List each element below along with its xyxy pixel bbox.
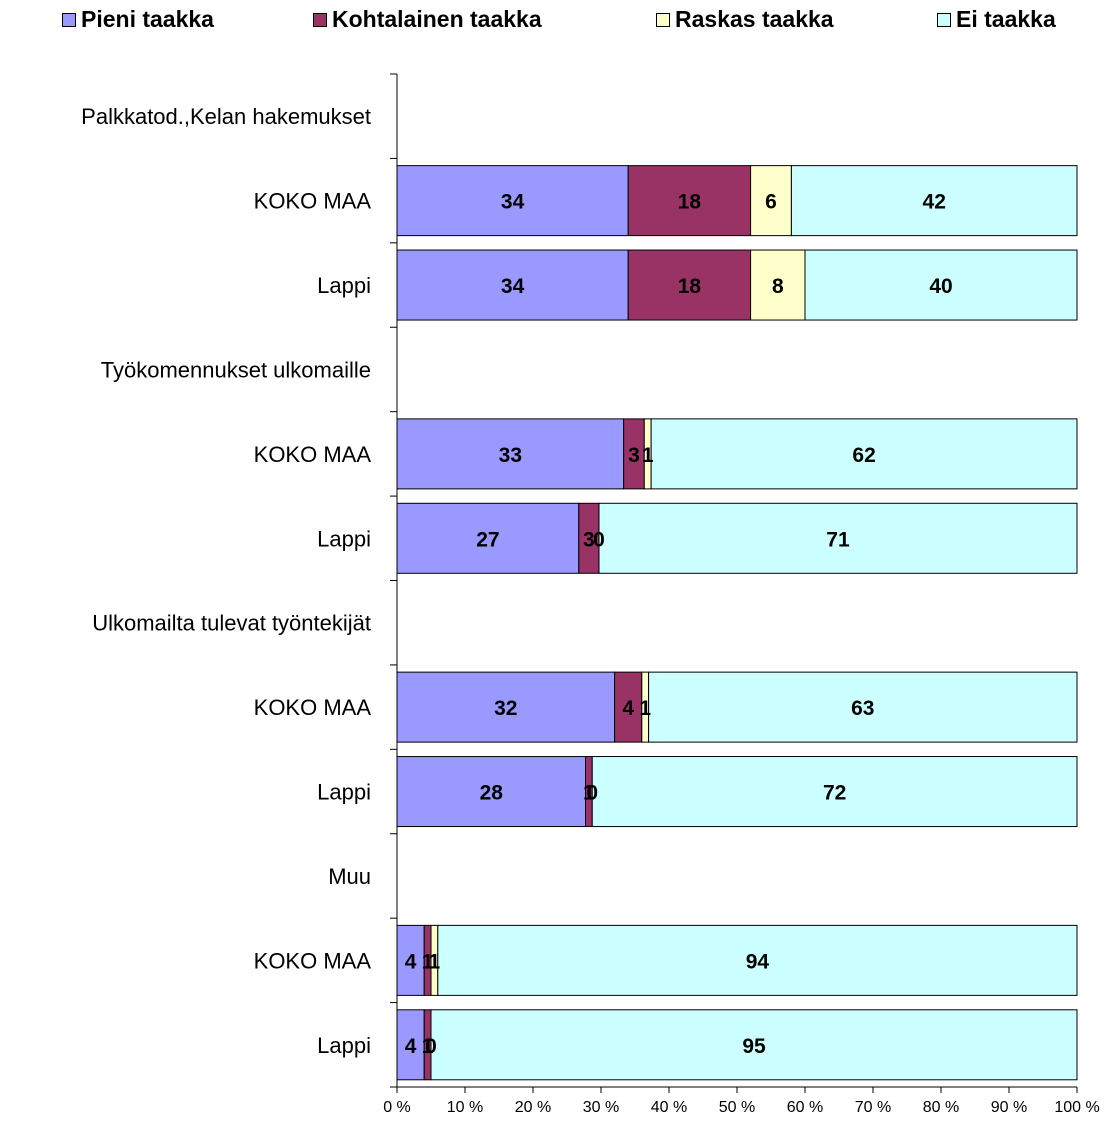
legend-item-pieni: Pieni taakka xyxy=(62,6,214,33)
bar-segment xyxy=(804,249,1078,321)
data-label: 34 xyxy=(501,191,525,214)
legend-item-ei: Ei taakka xyxy=(937,6,1056,33)
bar-segment xyxy=(396,502,580,574)
data-label: 8 xyxy=(772,275,784,298)
bar-segment xyxy=(598,502,1078,574)
bar-segment xyxy=(790,165,1078,237)
data-label: 42 xyxy=(923,191,946,214)
data-label: 71 xyxy=(826,528,850,551)
data-label: 18 xyxy=(678,275,702,298)
category-label: Työkomennukset ulkomaille xyxy=(101,357,371,382)
data-label: 72 xyxy=(823,782,846,805)
bar-segment xyxy=(750,249,806,321)
bar-segment xyxy=(627,249,752,321)
bar-segment xyxy=(430,1009,1078,1081)
x-tick-label: 20 % xyxy=(515,1099,551,1116)
category-label: Lappi xyxy=(317,1033,371,1058)
bar-segment xyxy=(396,165,629,237)
data-label: 40 xyxy=(929,275,952,298)
legend-label-kohtalainen: Kohtalainen taakka xyxy=(332,6,542,32)
data-label: 4 xyxy=(622,697,634,720)
legend-label-pieni: Pieni taakka xyxy=(81,6,214,32)
bar-segment xyxy=(396,756,587,828)
x-tick-label: 10 % xyxy=(447,1099,483,1116)
data-label: 62 xyxy=(852,444,875,467)
data-label: 0 xyxy=(425,1035,437,1058)
category-label: Palkkatod.,Kelan hakemukset xyxy=(81,104,371,129)
legend-label-raskas: Raskas taakka xyxy=(675,6,834,32)
bar-segment xyxy=(396,924,425,996)
category-label: KOKO MAA xyxy=(254,189,372,214)
data-label: 1 xyxy=(583,782,595,805)
x-tick-label: 90 % xyxy=(991,1099,1027,1116)
data-label: 3 xyxy=(583,528,595,551)
category-label: KOKO MAA xyxy=(254,695,372,720)
data-label: 0 xyxy=(586,782,598,805)
legend-swatch-ei xyxy=(937,12,951,27)
x-tick-label: 0 % xyxy=(383,1099,411,1116)
data-label: 33 xyxy=(499,444,522,467)
x-tick-label: 70 % xyxy=(855,1099,891,1116)
legend-swatch-pieni xyxy=(62,12,76,27)
category-label: Lappi xyxy=(317,526,371,551)
category-label: Lappi xyxy=(317,780,371,805)
data-label: 1 xyxy=(422,1035,434,1058)
category-label: Muu xyxy=(328,864,371,889)
data-label: 1 xyxy=(639,697,651,720)
data-label: 1 xyxy=(429,950,441,973)
data-label: 18 xyxy=(678,191,702,214)
x-tick-label: 30 % xyxy=(583,1099,619,1116)
data-label: 1 xyxy=(422,950,434,973)
bar-segment xyxy=(648,671,1078,743)
bar-segment xyxy=(437,924,1078,996)
x-tick-label: 50 % xyxy=(719,1099,755,1116)
legend-item-kohtalainen: Kohtalainen taakka xyxy=(313,6,542,33)
data-label: 34 xyxy=(501,275,525,298)
data-label: 0 xyxy=(593,528,605,551)
data-label: 63 xyxy=(851,697,874,720)
x-tick-label: 80 % xyxy=(923,1099,959,1116)
data-label: 3 xyxy=(628,444,640,467)
x-tick-label: 40 % xyxy=(651,1099,687,1116)
legend-label-ei: Ei taakka xyxy=(956,6,1056,32)
x-tick-label: 100 % xyxy=(1054,1099,1099,1116)
bar-segment xyxy=(591,756,1078,828)
chart-legend: Pieni taakka Kohtalainen taakka Raskas t… xyxy=(0,6,1107,36)
legend-swatch-raskas xyxy=(656,12,670,27)
data-label: 95 xyxy=(742,1035,766,1058)
data-label: 1 xyxy=(642,444,654,467)
data-label: 94 xyxy=(746,950,770,973)
bar-segment xyxy=(396,1009,425,1081)
data-label: 27 xyxy=(476,528,499,551)
category-label: Lappi xyxy=(317,273,371,298)
data-label: 6 xyxy=(765,191,777,214)
legend-swatch-kohtalainen xyxy=(313,12,327,27)
bar-segment xyxy=(750,165,792,237)
data-label: 28 xyxy=(480,782,504,805)
bar-segment xyxy=(650,418,1078,490)
legend-item-raskas: Raskas taakka xyxy=(656,6,834,33)
category-label: KOKO MAA xyxy=(254,948,372,973)
x-tick-label: 60 % xyxy=(787,1099,823,1116)
data-label: 4 xyxy=(405,950,417,973)
bar-segment xyxy=(627,165,752,237)
bar-segment xyxy=(396,418,625,490)
data-label: 32 xyxy=(494,697,517,720)
data-label: 4 xyxy=(405,1035,417,1058)
category-label: KOKO MAA xyxy=(254,442,372,467)
category-label: Ulkomailta tulevat työntekijät xyxy=(92,611,371,636)
